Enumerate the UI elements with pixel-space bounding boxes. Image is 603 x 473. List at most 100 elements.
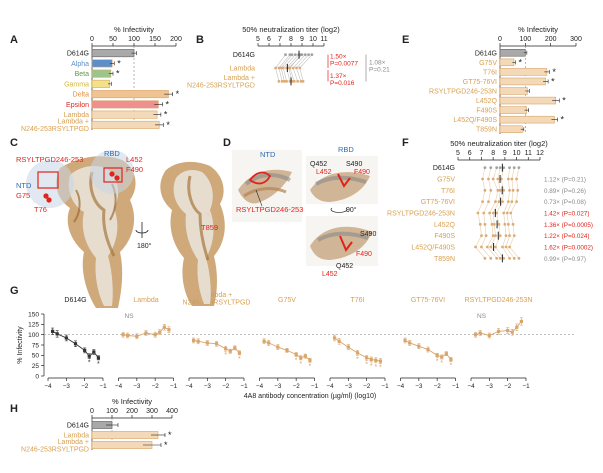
data-point: [296, 79, 299, 83]
data-point: [267, 341, 271, 345]
data-point: [498, 166, 502, 170]
data-point: [516, 188, 520, 192]
data-point: [87, 354, 91, 358]
data-point: [291, 66, 295, 70]
data-point: [498, 256, 502, 260]
bar: [91, 49, 135, 58]
x-tick-label: 100: [128, 36, 140, 43]
x-tick-label: 9: [503, 150, 507, 157]
bar: [91, 110, 158, 119]
x-tick-label: 100: [106, 408, 118, 415]
fold-annotation: 1.12× (P=0.21): [544, 177, 586, 184]
data-point: [369, 357, 373, 362]
data-point: [489, 188, 493, 192]
data-point: [502, 188, 506, 192]
data-point: [510, 200, 514, 204]
comparison-p: P=0.016: [330, 80, 355, 87]
data-point: [505, 211, 509, 215]
data-point: [378, 359, 383, 363]
data-point: [517, 256, 521, 260]
data-point: [491, 234, 495, 238]
x-tick-label: 0: [90, 408, 94, 415]
data-point: [444, 352, 448, 356]
x-tick-label: 8: [289, 36, 293, 43]
x-tick-label: −2: [363, 383, 371, 390]
data-point: [299, 53, 303, 57]
category-label: G75V: [479, 60, 497, 67]
bar: [91, 100, 159, 109]
data-point: [492, 222, 496, 226]
category-label: N246-253RSYLTPGD: [21, 446, 89, 453]
category-label: L452Q: [476, 98, 498, 105]
data-point: [284, 53, 287, 57]
chart-h-infectivity: % Infectivity 0 100 200 300 400 D614G * Lambda * L…: [21, 397, 178, 453]
data-point: [512, 166, 516, 170]
ns-label: NS: [477, 313, 487, 320]
data-point: [506, 328, 510, 333]
rbd-box: [103, 167, 123, 183]
label-t76: T76: [34, 205, 47, 214]
significance-star: *: [164, 110, 168, 120]
series-title-line: N246-253RSYLTPGD: [183, 300, 251, 307]
data-point: [488, 211, 492, 215]
label-rsyltpgd: RSYLTPGD246-253: [16, 155, 83, 164]
x-tick-label: −3: [486, 383, 494, 390]
data-point: [501, 245, 504, 249]
data-point: [496, 177, 500, 181]
significance-star: *: [518, 57, 522, 67]
label-g75: G75: [16, 191, 30, 200]
data-point: [346, 345, 350, 349]
significance-star: *: [168, 430, 172, 440]
comparison-p: P=0.21: [369, 67, 390, 74]
comparison-fold: 1.37×: [330, 73, 347, 80]
x-tick-label: −1: [170, 383, 178, 390]
x-tick-label: 8: [491, 150, 495, 157]
data-point: [489, 166, 493, 170]
category-label: F490S: [476, 108, 497, 115]
g75-marker: [43, 193, 49, 199]
data-point: [491, 177, 495, 181]
data-point: [285, 79, 288, 83]
data-point: [355, 351, 360, 355]
data-point: [440, 355, 444, 359]
data-point: [489, 256, 493, 260]
category-label: Lambda: [64, 112, 89, 119]
category-label: L452Q/F490S: [411, 245, 455, 252]
x-tick-label: −4: [44, 383, 52, 390]
x-axis-title: 50% neutralization titer (log2): [450, 139, 548, 148]
d-label-f490b: F490: [356, 251, 372, 258]
data-point: [295, 66, 298, 70]
data-point: [506, 177, 510, 181]
d-label-f490: F490: [354, 169, 370, 176]
category-label: L452Q/F490S: [453, 117, 497, 124]
category-label: L452Q: [434, 222, 456, 229]
data-point: [292, 79, 296, 83]
significance-star: *: [88, 360, 91, 367]
bar: [499, 87, 528, 95]
x-tick-label: −4: [185, 383, 193, 390]
y-tick-label: 100: [28, 332, 39, 339]
fold-annotation: 0.73× (P=0.08): [544, 199, 586, 206]
category-label: D614G: [67, 423, 89, 430]
significance-star: *: [176, 89, 180, 99]
data-point: [495, 256, 499, 260]
significance-star: *: [309, 363, 312, 370]
category-label: F490S: [434, 233, 455, 240]
x-tick-label: 400: [166, 408, 178, 415]
data-point: [228, 349, 232, 353]
data-point: [481, 200, 484, 204]
data-point: [298, 66, 302, 70]
data-point: [277, 66, 281, 70]
category-label: D614G: [475, 50, 497, 57]
panel-label-e: E: [402, 34, 409, 46]
x-tick-label: −3: [204, 383, 212, 390]
spike-trimer-left-image: [56, 156, 136, 308]
x-tick-label: −2: [222, 383, 230, 390]
bar: [499, 115, 555, 124]
label-f490: F490: [126, 165, 143, 174]
d-label-s490b: S490: [360, 231, 376, 238]
x-tick-label: −2: [81, 383, 89, 390]
category-label: T76I: [483, 69, 497, 76]
data-point: [50, 329, 55, 333]
data-point: [487, 200, 490, 204]
